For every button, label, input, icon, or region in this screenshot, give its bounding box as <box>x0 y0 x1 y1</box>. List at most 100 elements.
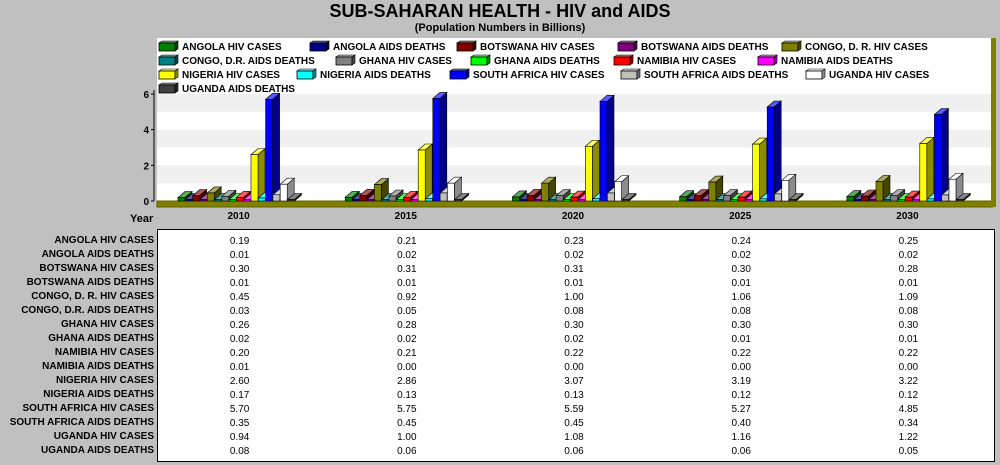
table-row-label: NAMIBIA HIV CASES <box>54 347 154 358</box>
bar-front <box>766 106 775 202</box>
table-cell: 0.28 <box>898 264 919 275</box>
bar-front <box>686 199 695 202</box>
legend-swatch <box>158 56 176 66</box>
y-tick-label: 4 <box>143 126 149 137</box>
bar-front <box>447 182 455 202</box>
table-cell: 0.24 <box>731 236 751 247</box>
table-row-label: GHANA HIV CASES <box>61 319 154 330</box>
table-row-label: ANGOLA AIDS DEATHS <box>41 249 154 260</box>
x-tick-label: 2025 <box>729 211 752 222</box>
bar-front <box>410 199 419 202</box>
bar-front <box>257 197 266 202</box>
table-cell: 0.94 <box>229 432 250 443</box>
table-cell: 0.08 <box>898 306 919 317</box>
bar <box>453 192 470 202</box>
legend-label: SOUTH AFRICA AIDS DEATHS <box>644 70 789 81</box>
table-cell: 0.22 <box>731 348 751 359</box>
bar-front <box>955 199 964 202</box>
bar-front <box>519 199 528 202</box>
bar-front <box>454 199 463 202</box>
table-cell: 0.25 <box>898 236 919 247</box>
table-cell: 0.01 <box>731 334 751 345</box>
x-tick-label: 2010 <box>227 211 250 222</box>
bars-group <box>177 91 972 202</box>
table-cell: 0.01 <box>731 278 751 289</box>
legend-label: NAMIBIA HIV CASES <box>637 56 736 67</box>
table-cell: 3.07 <box>564 376 584 387</box>
bar-front <box>882 199 891 202</box>
table-cell: 0.13 <box>564 390 584 401</box>
bar <box>264 92 281 202</box>
table-row-label: SOUTH AFRICA AIDS DEATHS <box>9 417 154 428</box>
table-cell: 0.00 <box>898 362 919 373</box>
legend-swatch <box>296 70 314 80</box>
bar <box>621 192 637 202</box>
legend-label: UGANDA HIV CASES <box>829 70 930 81</box>
bar-side <box>592 139 600 202</box>
legend-item: NAMIBIA HIV CASES <box>613 54 736 67</box>
legend-item: BOTSWANA HIV CASES <box>456 40 595 53</box>
legend-swatch <box>781 42 799 52</box>
legend-item: NIGERIA HIV CASES <box>158 68 280 81</box>
table-cell: 1.09 <box>898 292 919 303</box>
plot-band <box>157 94 993 112</box>
table-cell: 1.08 <box>564 432 584 443</box>
bar-front <box>526 195 535 202</box>
legend-swatch <box>158 42 176 52</box>
table-cell: 0.02 <box>229 334 250 345</box>
y-axis: 0 2 4 6 <box>143 90 155 208</box>
legend-swatch <box>335 56 353 66</box>
legend-label: BOTSWANA HIV CASES <box>480 42 595 53</box>
table-cell: 0.31 <box>397 264 417 275</box>
bar-side <box>941 107 949 202</box>
bar-front <box>533 199 542 202</box>
table-row-label: ANGOLA HIV CASES <box>54 235 154 246</box>
legend-item: CONGO, D. R. HIV CASES <box>781 40 928 53</box>
bar-front <box>243 199 251 202</box>
table-cell: 0.22 <box>898 348 919 359</box>
table-cell: 0.06 <box>564 446 584 457</box>
chart-title: SUB-SAHARAN HEALTH - HIV and AIDS <box>329 1 671 21</box>
table-cell: 0.01 <box>564 278 584 289</box>
bar-side <box>272 92 280 202</box>
bar-front <box>621 199 630 202</box>
bar <box>948 172 964 202</box>
bar-front <box>679 196 687 202</box>
table-cell: 0.21 <box>397 236 417 247</box>
table-row-label: CONGO, D. R. HIV CASES <box>31 291 154 302</box>
table-cell: 0.08 <box>731 306 751 317</box>
table-row-label: CONGO, D.R. AIDS DEATHS <box>21 305 154 316</box>
bar-front <box>425 198 433 202</box>
table-cell: 1.00 <box>564 292 584 303</box>
table-cell: 0.30 <box>731 264 751 275</box>
bar <box>788 192 804 202</box>
bar-front <box>730 199 739 202</box>
bar <box>250 147 266 202</box>
bar-front <box>774 193 782 202</box>
table-cell: 0.45 <box>564 418 584 429</box>
table-cell: 4.85 <box>898 404 919 415</box>
x-tick-label: 2020 <box>562 211 585 222</box>
table-row-label: NIGERIA AIDS DEATHS <box>43 389 154 400</box>
chart-subtitle: (Population Numbers in Billions) <box>414 22 586 34</box>
legend-swatch <box>158 70 176 80</box>
legend-item: ANGOLA AIDS DEATHS <box>309 40 446 53</box>
table-cell: 0.28 <box>397 320 417 331</box>
table-cell: 0.34 <box>898 418 919 429</box>
bar-front <box>606 192 615 202</box>
table-row-label: BOTSWANA HIV CASES <box>39 263 154 274</box>
table-cell: 0.17 <box>229 390 250 401</box>
table-cell: 0.01 <box>229 278 250 289</box>
bar <box>933 107 950 202</box>
bar-front <box>352 199 360 202</box>
legend-swatch <box>158 84 176 94</box>
bar-front <box>555 195 564 202</box>
bar-front <box>214 199 222 202</box>
legend-item: GHANA HIV CASES <box>335 54 452 67</box>
table-cell: 0.40 <box>731 418 751 429</box>
table-cell: 5.59 <box>564 404 584 415</box>
legend-item: SOUTH AFRICA AIDS DEATHS <box>620 68 789 81</box>
bar-front <box>861 195 869 202</box>
legend-label: SOUTH AFRICA HIV CASES <box>473 70 605 81</box>
bar-front <box>723 195 731 202</box>
